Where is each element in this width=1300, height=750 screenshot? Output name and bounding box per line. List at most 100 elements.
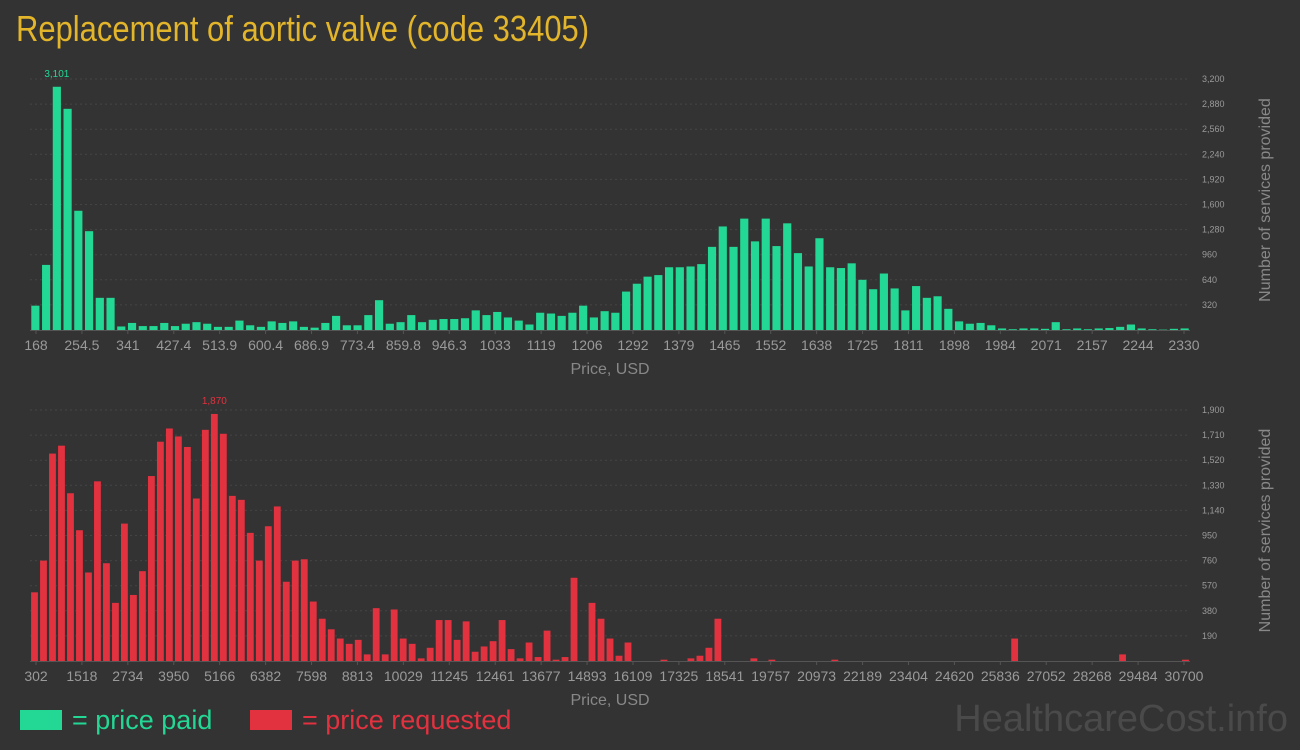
- x-tick-label: 16109: [613, 668, 652, 684]
- x-tick-label: 1552: [755, 337, 786, 353]
- bar: [643, 276, 652, 330]
- bar: [632, 283, 641, 330]
- bar: [1105, 328, 1114, 330]
- bar: [160, 322, 169, 330]
- bar: [174, 436, 182, 661]
- bar: [1030, 328, 1039, 330]
- x-tick-label: 1033: [480, 337, 511, 353]
- y-tick-label: 1,140: [1202, 505, 1225, 515]
- bar: [374, 300, 384, 330]
- bar: [390, 609, 398, 661]
- bar: [1011, 638, 1019, 661]
- bar: [95, 297, 104, 330]
- bar: [589, 317, 598, 330]
- bar: [439, 319, 448, 330]
- bar: [568, 312, 577, 330]
- bar: [557, 315, 566, 330]
- bar: [482, 315, 491, 330]
- bar: [826, 267, 835, 330]
- x-tick-label: 12461: [476, 668, 515, 684]
- y-tick-label: 960: [1202, 250, 1217, 260]
- bar: [138, 326, 147, 330]
- y-tick-label: 760: [1202, 556, 1217, 566]
- bar: [597, 618, 605, 661]
- bar: [1073, 328, 1082, 330]
- y-tick-label: 1,710: [1202, 430, 1225, 440]
- x-tick-label: 2071: [1031, 337, 1062, 353]
- bar: [246, 325, 255, 330]
- legend-price-paid: = price paid: [20, 704, 212, 736]
- bar: [536, 312, 545, 330]
- bar: [219, 433, 227, 661]
- x-tick-label: 1379: [663, 337, 694, 353]
- legend-price-requested: = price requested: [250, 704, 511, 736]
- bar: [525, 324, 534, 330]
- x-tick-label: 6382: [250, 668, 281, 684]
- bar: [321, 322, 330, 330]
- bar: [460, 318, 470, 330]
- x-tick-label: 10029: [384, 668, 423, 684]
- x-tick-label: 1638: [801, 337, 832, 353]
- bar: [372, 608, 380, 661]
- bar: [58, 445, 65, 661]
- y-tick-label: 1,280: [1202, 225, 1225, 235]
- bar: [493, 311, 502, 330]
- x-tick-label: 1811: [893, 337, 923, 353]
- bar: [654, 275, 663, 330]
- x-tick-label: 773.4: [340, 337, 375, 353]
- y-tick-label: 320: [1202, 300, 1217, 310]
- bar: [435, 620, 443, 661]
- x-tick-label: 600.4: [248, 337, 283, 353]
- x-tick-label: 23404: [889, 668, 928, 684]
- bar: [858, 279, 867, 330]
- bar: [912, 286, 921, 330]
- x-tick-label: 1898: [939, 337, 970, 353]
- x-tick-label: 1725: [847, 337, 878, 353]
- bar: [552, 659, 560, 661]
- bar: [147, 476, 155, 661]
- bar: [675, 267, 684, 330]
- bar: [514, 320, 523, 330]
- watermark-logo: HealthcareCost.info: [954, 698, 1288, 740]
- bar: [84, 231, 94, 330]
- bar: [588, 602, 596, 661]
- bar: [815, 238, 824, 330]
- x-axis-title: Price, USD: [570, 361, 649, 378]
- bar: [1040, 328, 1050, 330]
- bar: [246, 532, 254, 661]
- bar: [255, 560, 263, 661]
- bar: [1008, 329, 1017, 330]
- bar: [364, 315, 373, 330]
- bar: [890, 288, 899, 330]
- price-requested-histogram: 190 380 570 760 950 1,140 1,330 1,520 1,710 1,900…: [24, 396, 1274, 709]
- bar: [761, 218, 770, 330]
- bar: [561, 657, 569, 661]
- bar: [600, 311, 609, 330]
- x-tick-label: 1206: [571, 337, 602, 353]
- bar: [385, 323, 394, 331]
- y-tick-label: 1,920: [1202, 174, 1225, 184]
- bar: [622, 291, 631, 330]
- x-tick-label: 946.3: [432, 337, 467, 353]
- bar: [453, 639, 461, 661]
- x-tick-label: 22189: [843, 668, 882, 684]
- bar: [332, 315, 341, 330]
- x-tick-label: 2734: [112, 668, 143, 684]
- bar: [381, 654, 389, 661]
- bar: [267, 321, 276, 330]
- bar: [354, 639, 362, 661]
- bar: [944, 308, 953, 330]
- x-tick-label: 1984: [985, 337, 1016, 353]
- bar: [793, 253, 803, 330]
- x-tick-label: 5166: [204, 668, 235, 684]
- bar: [507, 649, 515, 661]
- bar: [503, 317, 513, 330]
- bar: [772, 246, 781, 330]
- bar: [525, 642, 533, 661]
- bar: [310, 327, 319, 330]
- bar: [705, 647, 713, 661]
- bar: [300, 559, 308, 661]
- bar: [847, 263, 856, 330]
- bar: [687, 658, 695, 661]
- x-tick-label: 18541: [705, 668, 744, 684]
